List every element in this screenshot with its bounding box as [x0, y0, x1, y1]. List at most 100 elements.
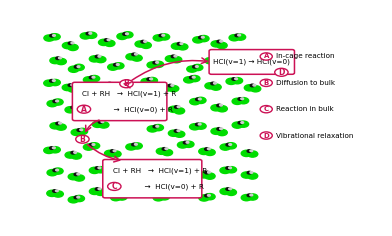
Circle shape [174, 106, 179, 108]
Text: In-cage reaction: In-cage reaction [276, 54, 334, 59]
Circle shape [187, 66, 197, 72]
Circle shape [56, 57, 60, 59]
Circle shape [183, 141, 188, 144]
Circle shape [177, 106, 180, 108]
Circle shape [153, 61, 157, 64]
Circle shape [68, 84, 73, 86]
Circle shape [238, 122, 242, 124]
Circle shape [162, 149, 172, 156]
Circle shape [205, 83, 215, 89]
Circle shape [217, 40, 221, 43]
Circle shape [50, 80, 54, 82]
Circle shape [153, 172, 163, 178]
Circle shape [56, 122, 60, 125]
Circle shape [159, 173, 170, 179]
Circle shape [241, 122, 244, 123]
Circle shape [105, 150, 115, 156]
Circle shape [229, 63, 233, 66]
Circle shape [226, 189, 236, 195]
Circle shape [68, 173, 79, 180]
Circle shape [116, 194, 121, 197]
Circle shape [201, 36, 204, 38]
Circle shape [153, 99, 163, 106]
Circle shape [98, 121, 103, 123]
Circle shape [250, 84, 254, 87]
Circle shape [71, 152, 75, 154]
Circle shape [229, 63, 240, 69]
Text: A: A [263, 54, 269, 59]
Circle shape [250, 172, 253, 173]
Circle shape [108, 64, 118, 70]
Circle shape [232, 63, 234, 65]
Circle shape [205, 148, 209, 150]
Circle shape [193, 65, 197, 68]
Circle shape [132, 143, 142, 149]
Circle shape [156, 148, 167, 154]
Circle shape [184, 77, 194, 83]
Circle shape [241, 194, 252, 201]
Circle shape [177, 42, 181, 45]
Text: Cl + RH   →  HCl(v=1) + R: Cl + RH → HCl(v=1) + R [113, 168, 207, 174]
Circle shape [238, 121, 249, 127]
Circle shape [110, 83, 113, 84]
Circle shape [86, 32, 91, 35]
Circle shape [95, 167, 100, 169]
Circle shape [44, 35, 54, 41]
Circle shape [59, 122, 62, 124]
Text: B: B [123, 79, 129, 88]
Circle shape [238, 34, 241, 36]
Circle shape [68, 42, 73, 45]
Circle shape [220, 144, 230, 150]
Circle shape [53, 190, 57, 192]
Circle shape [44, 80, 54, 86]
Circle shape [196, 123, 206, 129]
Circle shape [111, 174, 121, 180]
Circle shape [207, 171, 211, 173]
Circle shape [174, 108, 185, 114]
Circle shape [114, 63, 124, 69]
Circle shape [205, 149, 215, 156]
Circle shape [71, 42, 74, 44]
Circle shape [247, 151, 258, 157]
Circle shape [205, 173, 215, 179]
Circle shape [111, 151, 121, 157]
Circle shape [101, 121, 104, 122]
Circle shape [178, 44, 188, 50]
Circle shape [95, 188, 100, 190]
Text: →  HCl(v=0) + R: → HCl(v=0) + R [82, 106, 173, 113]
Circle shape [159, 172, 163, 174]
Circle shape [153, 125, 158, 128]
Circle shape [180, 188, 185, 190]
Circle shape [199, 148, 209, 155]
Circle shape [119, 194, 122, 196]
Circle shape [192, 76, 195, 78]
Circle shape [96, 167, 106, 173]
Circle shape [89, 167, 100, 173]
Circle shape [56, 169, 58, 171]
Circle shape [153, 195, 163, 201]
Circle shape [71, 153, 82, 159]
Circle shape [50, 34, 60, 40]
Circle shape [80, 33, 91, 39]
Circle shape [241, 54, 252, 60]
Text: C: C [111, 182, 117, 191]
Circle shape [104, 39, 109, 41]
Circle shape [138, 166, 148, 173]
Circle shape [71, 129, 82, 135]
Circle shape [141, 42, 151, 48]
Circle shape [58, 57, 62, 59]
Circle shape [232, 78, 243, 84]
Circle shape [156, 100, 158, 101]
Circle shape [169, 85, 179, 92]
Circle shape [178, 142, 188, 148]
Circle shape [180, 165, 191, 171]
Circle shape [98, 55, 101, 57]
Circle shape [111, 194, 121, 201]
Circle shape [95, 55, 100, 58]
Circle shape [116, 173, 121, 176]
Text: D: D [263, 133, 269, 139]
Circle shape [50, 147, 54, 149]
Circle shape [199, 172, 209, 178]
Circle shape [50, 123, 60, 129]
Circle shape [123, 33, 127, 35]
